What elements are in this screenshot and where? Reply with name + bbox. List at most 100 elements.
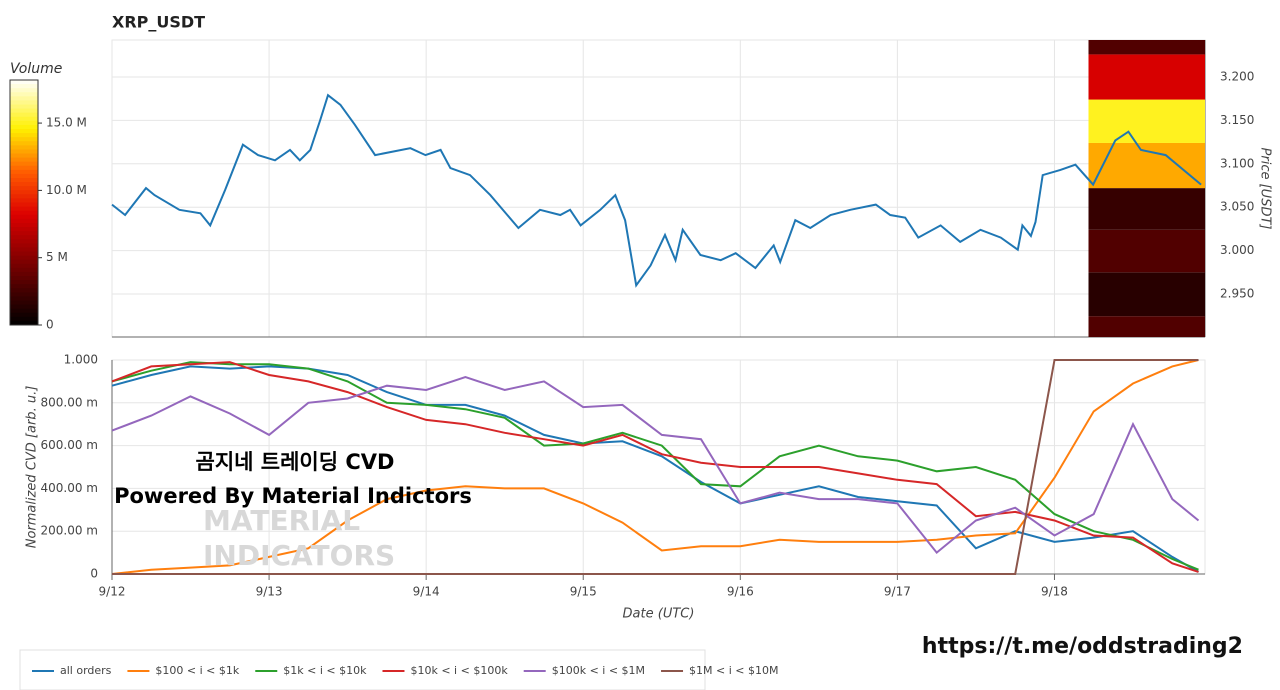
colorbar-strip [10,280,38,285]
colorbar-strip [10,316,38,322]
colorbar-strip [10,284,38,289]
colorbar-strip [10,165,38,171]
colorbar-strip [10,96,38,101]
colorbar-tick-label: 10.0 M [46,183,87,197]
colorbar-strip [10,161,38,167]
y-tick-label: 3.100 [1220,156,1254,170]
colorbar-strip [10,80,38,85]
colorbar-strip [10,194,38,199]
colorbar-strip [10,190,38,195]
annotation: Powered By Material Indictors [114,484,472,508]
colorbar-strip [10,84,38,89]
x-axis-label: Date (UTC) [623,607,695,622]
colorbar-strip [10,267,38,273]
colorbar-strip [10,112,38,118]
legend-label: $1k < i < $10k [283,664,367,677]
colorbar-strip [10,129,38,134]
colorbar-tick-label: 15.0 M [46,116,87,130]
colorbar-strip [10,304,38,310]
colorbar-strip [10,276,38,281]
colorbar-strip [10,124,38,130]
colorbar-strip [10,292,38,297]
annotation: MATERIAL [203,504,360,537]
colorbar-strip [10,247,38,252]
footer-url: https://t.me/oddstrading2 [922,634,1243,659]
series-line [111,376,1200,555]
colorbar-strip [10,178,38,183]
y-tick-label: 3.050 [1220,200,1254,214]
y-tick-label: 0 [90,567,98,581]
annotation: INDICATORS [203,539,395,572]
colorbar-strip [10,116,38,122]
heatmap-cell [1088,40,1205,55]
colorbar-strip [10,100,38,105]
y-tick-label: 3.000 [1220,243,1254,257]
colorbar-strip [10,108,38,114]
annotation: 곰지네 트레이딩 CVD [196,450,395,474]
colorbar-strip [10,198,38,203]
series-line [112,359,1199,575]
legend-label: $1M < i < $10M [689,664,778,677]
y-tick-label: 3.200 [1220,69,1254,83]
colorbar-strip [10,300,38,306]
colorbar-strip [10,153,38,159]
colorbar-strip [10,202,38,208]
y-axis-label: Normalized CVD [arb. u.] [25,386,40,549]
colorbar-strip [10,255,38,261]
y-tick-label: 3.150 [1220,113,1254,127]
colorbar-strip [10,145,38,150]
y-tick-label: 800.00 m [41,395,99,409]
colorbar-strip [10,182,38,187]
colorbar-strip [10,104,38,110]
y-tick-label: 1.000 [64,353,98,367]
legend-label: $10k < i < $100k [410,664,508,677]
y-tick-label: 200.00 m [41,524,99,538]
colorbar-strip [10,133,38,138]
colorbar-strip [10,173,38,179]
colorbar-strip [10,137,38,142]
colorbar-strip [10,157,38,163]
colorbar-tick-label: 0 [46,318,54,332]
y-axis-label: Price [USDT] [1258,148,1273,230]
legend-label: all orders [60,664,112,677]
heatmap-cell [1088,272,1205,317]
colorbar-strip [10,263,38,269]
colorbar-strip [10,218,38,224]
y-tick-label: 400.00 m [41,481,99,495]
heatmap-cell [1088,229,1205,273]
series-line [111,93,1202,288]
colorbar-strip [10,92,38,97]
colorbar-strip [10,231,38,236]
colorbar-strip [10,210,38,216]
legend-label: $100k < i < $1M [552,664,645,677]
colorbar-strip [10,235,38,240]
x-tick-label: 9/13 [256,585,283,599]
x-tick-label: 9/15 [570,585,597,599]
x-tick-label: 9/12 [99,585,126,599]
chart-title: XRP_USDT [112,13,205,32]
colorbar-strip [10,186,38,191]
colorbar-strip [10,227,38,232]
colorbar-strip [10,308,38,314]
heatmap-cell [1088,54,1205,100]
colorbar-strip [10,312,38,318]
colorbar-strip [10,296,38,301]
colorbar-strip [10,259,38,265]
series-line [111,361,1199,571]
heatmap-cell [1088,188,1205,230]
colorbar-strip [10,149,38,154]
colorbar-label: Volume [10,61,62,77]
x-tick-label: 9/14 [413,585,440,599]
heatmap-cell [1088,142,1205,189]
colorbar-strip [10,214,38,220]
x-tick-label: 9/18 [1041,585,1068,599]
colorbar-strip [10,169,38,175]
colorbar-strip [10,251,38,257]
colorbar-tick-label: 5 M [46,250,68,264]
colorbar-strip [10,271,38,277]
heatmap-cell [1088,316,1205,337]
colorbar-strip [10,88,38,93]
legend-label: $100 < i < $1k [155,664,239,677]
colorbar-strip [10,206,38,212]
